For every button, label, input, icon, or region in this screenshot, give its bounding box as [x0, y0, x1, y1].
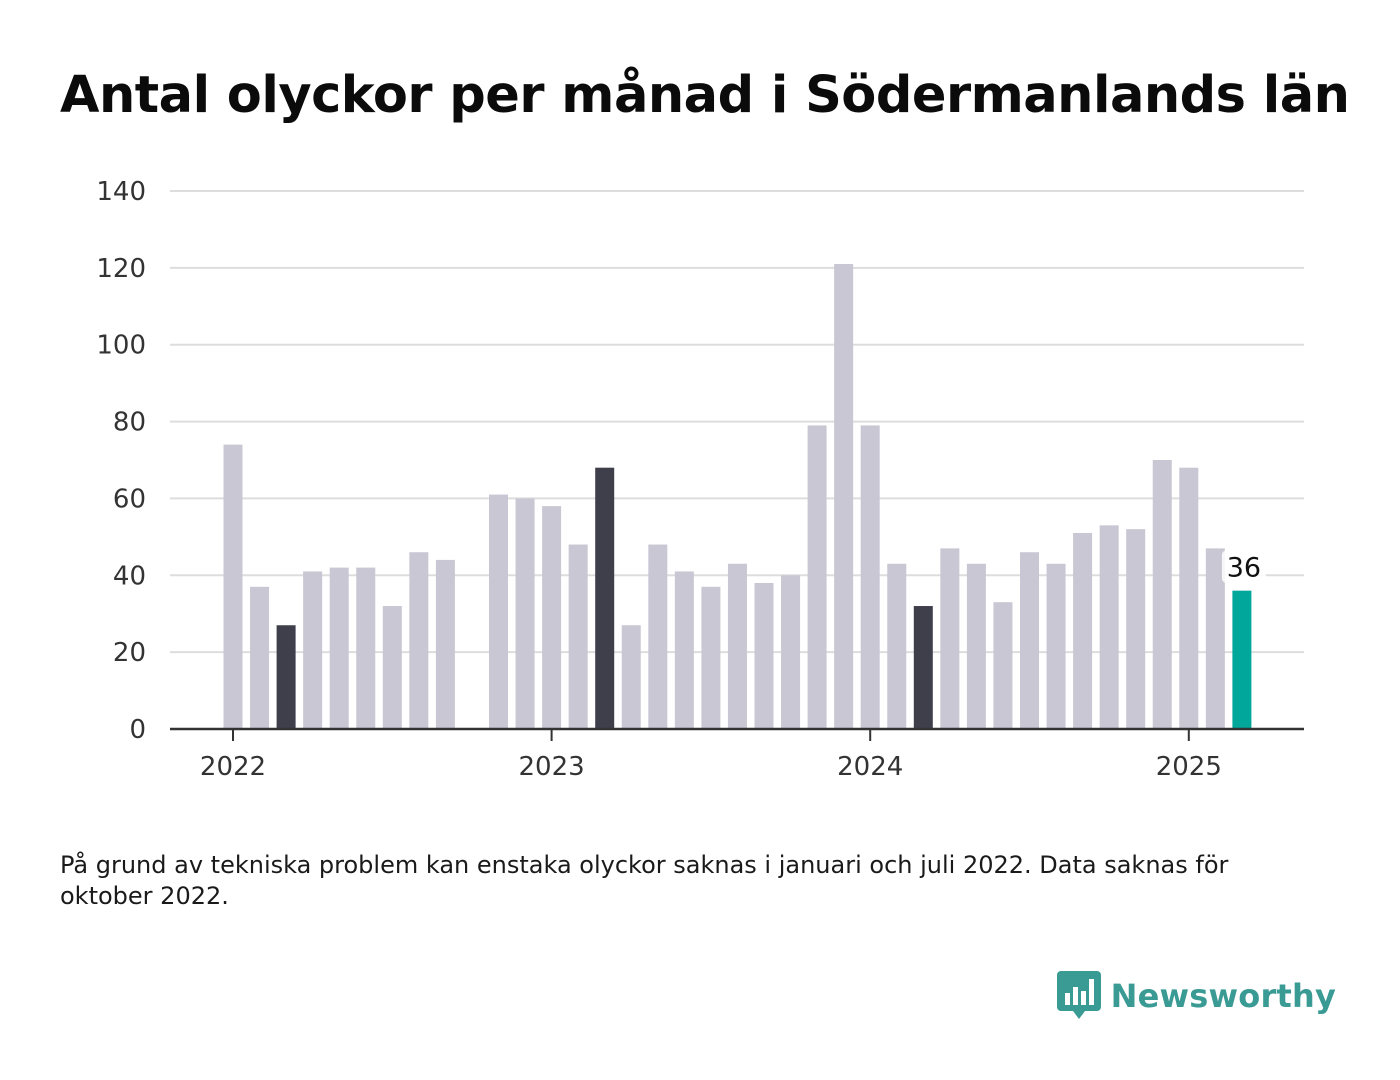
bar-2022-05	[329, 567, 349, 729]
x-tick-label-2025: 2025	[1156, 752, 1222, 782]
logo-bar-2	[1072, 987, 1078, 1005]
bar-2023-06	[674, 571, 694, 729]
bar-2023-05	[648, 544, 668, 729]
bar-2024-12	[1152, 460, 1172, 729]
bar-2024-09	[1073, 533, 1093, 729]
data-label-background	[1221, 550, 1266, 583]
bar-2023-10	[781, 575, 801, 729]
brand-name: Newsworthy	[1110, 977, 1336, 1015]
bar-2023-01	[542, 506, 562, 729]
y-tick-label-140: 140	[96, 177, 146, 207]
y-tick-label-0: 0	[129, 715, 146, 745]
bar-chart: 0 20 40 60 80 100 120 140 2022 2023 2024 2025 36	[96, 177, 1304, 782]
logo-badge-shape	[1056, 971, 1101, 1019]
bar-2024-06	[993, 602, 1013, 729]
bar-2022-07	[382, 606, 402, 729]
x-tick-label-2022: 2022	[200, 752, 266, 782]
axes: 0 20 40 60 80 100 120 140 2022 2023 2024 2025	[96, 177, 1304, 782]
bar-2024-04	[940, 548, 960, 729]
newsworthy-logo-icon	[1056, 971, 1101, 1019]
bar-2023-04	[621, 625, 641, 729]
bar-2022-12	[515, 498, 535, 729]
bar-2022-06	[356, 567, 376, 729]
y-tick-label-100: 100	[96, 331, 146, 361]
bar-2024-07	[1020, 552, 1039, 729]
bar-2023-02	[568, 544, 588, 729]
bar-2024-11	[1126, 529, 1146, 729]
chart-title: Antal olyckor per månad i Södermanlands …	[60, 66, 1350, 125]
bar-2025-03	[1232, 590, 1252, 729]
bar-2024-03	[913, 606, 933, 729]
bar-2022-03	[276, 625, 296, 729]
bar-2023-09	[754, 582, 774, 729]
bar-2025-01	[1179, 467, 1199, 729]
newsworthy-logo: Newsworthy	[1056, 970, 1336, 1022]
bar-2022-01	[223, 444, 243, 729]
y-tick-label-20: 20	[113, 638, 146, 668]
bar-2023-11	[807, 425, 827, 729]
bar-2024-01	[860, 425, 880, 729]
data-labels: 36	[1221, 550, 1266, 584]
bar-2023-08	[727, 563, 747, 729]
y-tick-label-40: 40	[113, 561, 146, 591]
y-tick-label-80: 80	[113, 408, 146, 438]
bar-2023-12	[834, 264, 854, 729]
bar-2023-03	[595, 467, 615, 729]
logo-bar-1	[1064, 993, 1070, 1005]
data-label-2025-03: 36	[1227, 553, 1261, 584]
bar-2022-08	[409, 552, 429, 729]
y-tick-label-60: 60	[113, 484, 146, 514]
y-tick-label-120: 120	[96, 254, 146, 284]
footnote: På grund av tekniska problem kan enstaka…	[60, 851, 1229, 910]
bar-2022-09	[435, 559, 455, 729]
bars	[223, 264, 1252, 729]
bar-2023-07	[701, 586, 721, 729]
bar-2022-04	[303, 571, 323, 729]
bar-2025-02	[1205, 548, 1225, 729]
bar-2024-08	[1046, 563, 1066, 729]
logo-bar-4	[1088, 979, 1094, 1005]
x-tick-label-2023: 2023	[519, 752, 585, 782]
bar-2022-11	[489, 494, 508, 729]
x-tick-label-2024: 2024	[837, 752, 903, 782]
bar-2022-02	[250, 586, 270, 729]
logo-bar-3	[1080, 991, 1086, 1005]
bar-2024-02	[887, 563, 907, 729]
bar-2024-05	[966, 563, 986, 729]
bar-2024-10	[1099, 525, 1119, 729]
